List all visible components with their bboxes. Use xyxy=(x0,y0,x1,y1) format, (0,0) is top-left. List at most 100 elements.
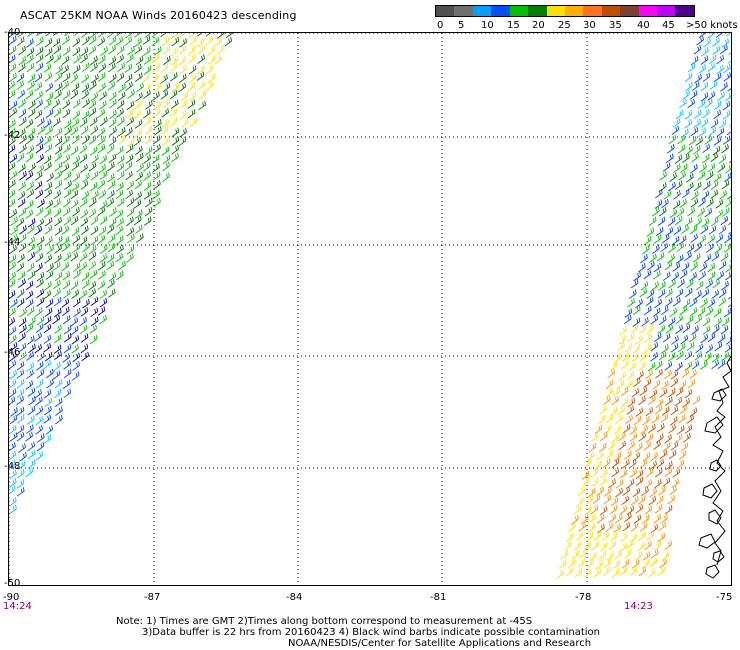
wind-barb xyxy=(575,531,584,541)
wind-barb xyxy=(90,316,99,327)
wind-barb xyxy=(716,270,725,281)
wind-barb xyxy=(36,297,45,307)
wind-barb xyxy=(43,342,52,353)
wind-barb xyxy=(670,370,679,380)
color-bar-swatch xyxy=(509,6,529,16)
wind-barb xyxy=(653,513,662,524)
wind-barb xyxy=(671,478,680,488)
wind-barb xyxy=(573,505,582,515)
wind-barb xyxy=(672,200,681,210)
wind-barb xyxy=(18,233,27,243)
wind-barb xyxy=(9,89,16,99)
wind-barb xyxy=(198,100,207,111)
wind-barb xyxy=(728,231,731,235)
wind-barb xyxy=(725,199,731,208)
wind-barb xyxy=(18,317,27,327)
wind-barb xyxy=(136,233,144,243)
wind-barb xyxy=(27,33,34,38)
wind-barb xyxy=(124,33,133,39)
wind-barb xyxy=(45,425,54,435)
wind-barb xyxy=(124,36,133,46)
wind-barb xyxy=(142,35,151,45)
wind-barb xyxy=(717,163,726,173)
wind-barb xyxy=(9,326,17,336)
wind-barb xyxy=(637,495,646,505)
wind-barb xyxy=(655,226,664,237)
wind-barb xyxy=(689,224,698,235)
wind-barb xyxy=(53,296,62,307)
wind-barb xyxy=(669,208,678,219)
wind-barb xyxy=(642,452,651,462)
wind-barb xyxy=(26,47,35,57)
wind-barb xyxy=(632,377,641,388)
wind-barb xyxy=(560,549,569,560)
wind-barb xyxy=(80,217,89,227)
wind-barb xyxy=(97,136,105,146)
wind-barb xyxy=(63,251,72,262)
wind-barb xyxy=(53,198,61,208)
wind-barb xyxy=(53,287,61,298)
wind-barb xyxy=(160,74,168,84)
wind-barb xyxy=(25,119,34,129)
wind-barb xyxy=(626,332,635,343)
wind-barb xyxy=(714,244,723,254)
wind-barb xyxy=(684,350,693,361)
wind-barb xyxy=(646,324,654,334)
wind-barb xyxy=(727,304,731,308)
wind-barb xyxy=(700,92,709,102)
wind-barb xyxy=(116,217,124,228)
wind-barb xyxy=(27,108,36,118)
wind-barb xyxy=(180,91,189,102)
wind-barb xyxy=(98,55,106,65)
coastline-segment xyxy=(704,416,724,434)
wind-barb xyxy=(115,270,124,281)
wind-barb xyxy=(27,405,36,416)
wind-barb xyxy=(54,271,63,282)
wind-barb xyxy=(654,504,663,514)
wind-barb xyxy=(71,289,80,299)
wind-barb xyxy=(170,55,179,66)
wind-barb xyxy=(605,449,614,460)
wind-barb xyxy=(715,199,724,209)
wind-barb xyxy=(728,359,731,362)
wind-barb xyxy=(171,127,180,138)
wind-barb xyxy=(154,119,162,129)
wind-barb xyxy=(72,262,81,272)
wind-barb xyxy=(16,152,25,163)
wind-barb xyxy=(674,361,683,372)
wind-barb xyxy=(44,307,53,317)
wind-barb xyxy=(9,504,17,515)
wind-barb xyxy=(564,541,572,551)
wind-barb xyxy=(713,109,722,120)
wind-barb xyxy=(115,209,124,219)
wind-barb xyxy=(19,170,27,181)
wind-barb xyxy=(649,487,657,498)
wind-barb xyxy=(54,89,62,100)
lat-label-50: -50 xyxy=(4,578,21,589)
wind-barb xyxy=(661,380,669,390)
wind-barb xyxy=(26,369,34,380)
wind-barb xyxy=(125,53,134,64)
wind-barb xyxy=(655,495,664,505)
wind-barb xyxy=(664,467,673,478)
wind-barb xyxy=(179,99,188,109)
wind-barb xyxy=(664,288,673,298)
wind-barb xyxy=(721,143,729,154)
wind-barb xyxy=(662,271,671,281)
wind-barb xyxy=(99,253,108,263)
wind-barb xyxy=(115,235,124,245)
wind-barb xyxy=(90,235,99,246)
wind-barb xyxy=(649,557,658,568)
wind-barb xyxy=(9,388,17,398)
wind-barb xyxy=(588,513,596,524)
wind-barb xyxy=(645,433,654,443)
wind-barb xyxy=(707,234,715,244)
wind-barb xyxy=(712,145,721,156)
wind-barb xyxy=(26,362,35,372)
wind-barb xyxy=(725,164,731,174)
wind-barb xyxy=(721,280,729,291)
wind-barb xyxy=(593,530,602,541)
wind-barb xyxy=(52,99,60,109)
wind-barb xyxy=(143,190,152,200)
wind-barb xyxy=(81,190,90,201)
